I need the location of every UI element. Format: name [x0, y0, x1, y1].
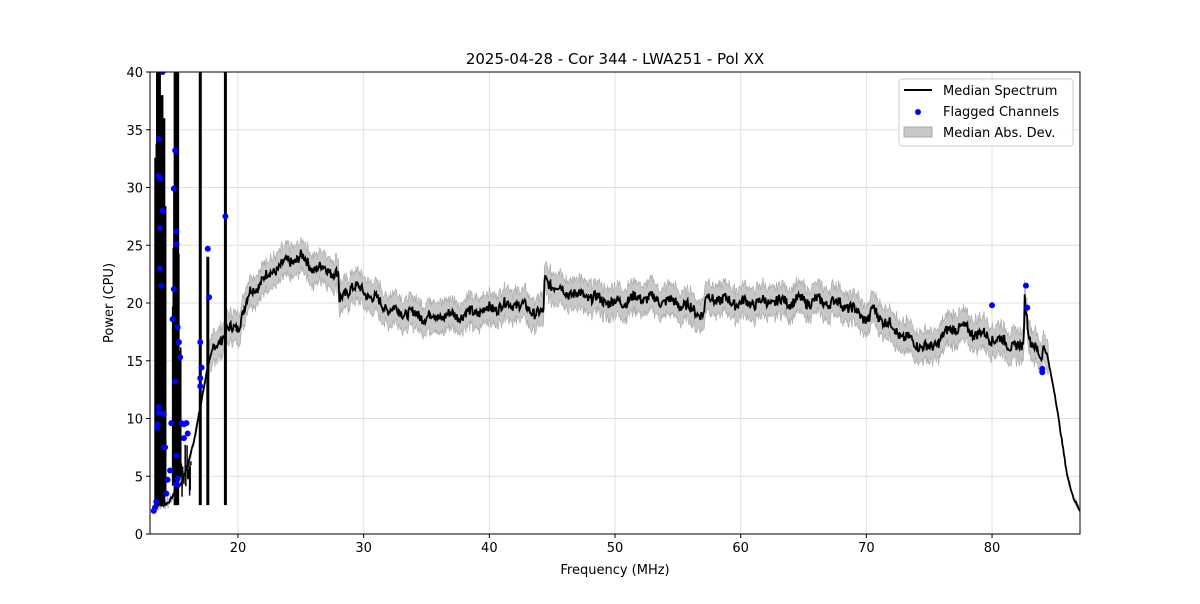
flagged-channel-point [173, 228, 180, 235]
legend: Median Spectrum Flagged Channels Median … [898, 78, 1074, 147]
x-tick-label: 20 [230, 541, 247, 556]
x-axis-label: Frequency (MHz) [560, 563, 669, 578]
flagged-channel-point [204, 245, 211, 252]
flagged-channel-point [159, 207, 166, 214]
median-abs-dev-band [153, 236, 1080, 513]
flagged-channel-point [152, 504, 159, 511]
flagged-channel-point [170, 286, 177, 293]
legend-box [898, 78, 1074, 147]
y-tick-label: 40 [126, 66, 143, 81]
flagged-channel-point [174, 324, 181, 331]
ticks: 20 30 40 50 60 70 80 0 5 10 15 20 25 30 35 40 [126, 66, 1000, 556]
flagged-channel-point [989, 302, 996, 309]
flagged-channel-point [157, 265, 164, 272]
y-tick-label: 20 [126, 297, 143, 312]
legend-median-spectrum: Median Spectrum [943, 84, 1057, 99]
flagged-channel-point [172, 147, 179, 154]
x-tick-label: 40 [481, 541, 498, 556]
flagged-channel-point [155, 403, 162, 410]
flagged-channel-point [173, 481, 180, 488]
x-tick-label: 80 [984, 541, 1001, 556]
y-tick-label: 0 [135, 528, 143, 543]
flagged-channel-point [155, 409, 162, 416]
flagged-channel-point [177, 354, 184, 361]
x-tick-label: 50 [607, 541, 624, 556]
x-tick-label: 60 [732, 541, 749, 556]
flagged-channel-point [197, 375, 204, 382]
grid [150, 71, 1080, 535]
flagged-channel-point [157, 175, 164, 182]
plot-area [150, 72, 1080, 514]
flagged-channel-point [183, 420, 190, 427]
flagged-channel-point [158, 282, 165, 289]
flagged-channel-point [159, 72, 166, 75]
flagged-channel-point [167, 467, 174, 474]
legend-dot-swatch [915, 109, 921, 115]
legend-flagged-channels: Flagged Channels [943, 105, 1059, 120]
flagged-channel-point [1039, 369, 1046, 376]
flagged-channel-point [164, 476, 171, 483]
flagged-channel-point [206, 294, 213, 301]
flagged-channel-point [1024, 304, 1031, 311]
flagged-channel-point [174, 475, 181, 482]
flagged-channel-point [173, 241, 180, 248]
flagged-channel-point [154, 424, 161, 431]
x-tick-label: 30 [355, 541, 372, 556]
x-tick-label: 70 [858, 541, 875, 556]
y-tick-label: 35 [126, 124, 143, 139]
flagged-channel-point [169, 316, 176, 323]
flagged-channel-point [157, 224, 164, 231]
flagged-channel-point [184, 430, 191, 437]
y-axis-label: Power (CPU) [102, 263, 117, 343]
flagged-channel-point [1022, 282, 1029, 289]
legend-band-swatch [903, 126, 933, 138]
y-tick-label: 30 [126, 182, 143, 197]
median-spectrum-line [153, 249, 1080, 512]
flagged-channel-point [180, 435, 187, 442]
flagged-channel-point [173, 452, 180, 459]
flagged-channel-point [163, 490, 170, 497]
flagged-channel-point [168, 420, 175, 427]
flagged-channel-point [175, 339, 182, 346]
flagged-channel-point [172, 378, 179, 385]
flagged-channel-point [198, 364, 205, 371]
flagged-channel-point [170, 185, 177, 192]
flagged-channel-point [197, 383, 204, 390]
y-tick-label: 25 [126, 239, 143, 254]
flagged-channel-point [197, 339, 204, 346]
y-tick-label: 15 [126, 355, 143, 370]
y-tick-label: 10 [126, 413, 143, 428]
chart-title: 2025-04-28 - Cor 344 - LWA251 - Pol XX [466, 50, 764, 68]
flagged-channel-point [155, 135, 162, 142]
y-tick-label: 5 [135, 470, 143, 485]
flagged-channel-point [160, 410, 167, 417]
flagged-channel-point [162, 444, 169, 451]
flagged-channel-point [153, 498, 160, 505]
legend-median-abs-dev: Median Abs. Dev. [943, 126, 1055, 141]
flagged-channel-point [222, 213, 229, 220]
